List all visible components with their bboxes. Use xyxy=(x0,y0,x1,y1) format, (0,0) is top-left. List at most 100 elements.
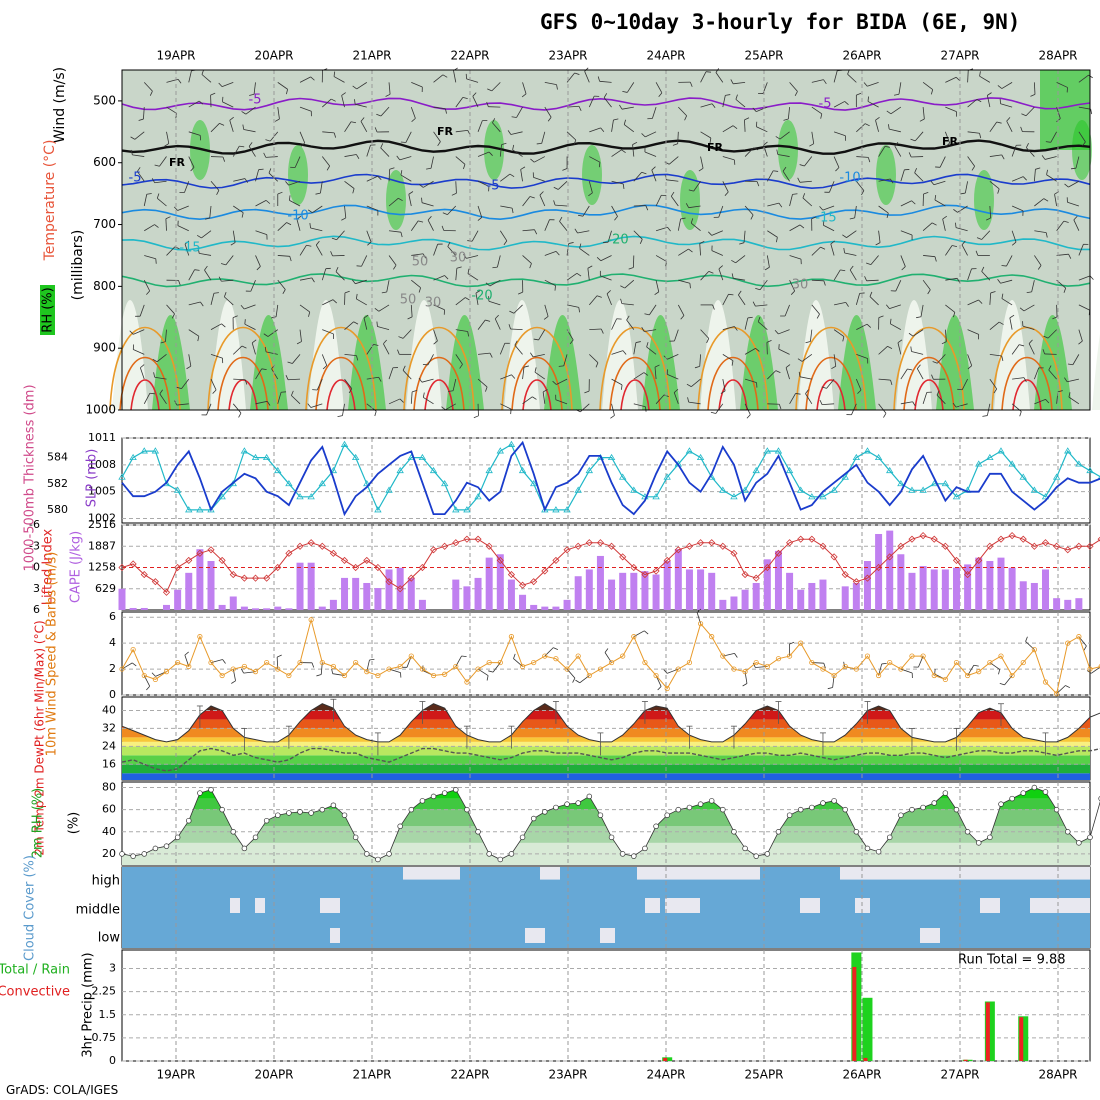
wind-barb-staff xyxy=(288,378,301,381)
wind-barb xyxy=(738,290,746,306)
wind-barb-flag xyxy=(562,168,568,171)
li-tick-label: -3 xyxy=(29,539,40,552)
wind-barb-flag xyxy=(673,388,679,393)
wind-barb-flag xyxy=(956,278,961,283)
wind-barb xyxy=(700,71,712,83)
wind-speed-point xyxy=(486,659,492,666)
thickness-point xyxy=(151,447,160,454)
wind-barb xyxy=(711,245,723,256)
wind-barb xyxy=(330,251,345,257)
wind-barb-staff xyxy=(667,374,679,380)
wind-barb xyxy=(666,369,679,380)
wind-barb-staff xyxy=(688,401,701,405)
wind-speed-point xyxy=(786,653,793,659)
lifted-index-point xyxy=(140,571,148,579)
wind-barb-flag xyxy=(351,279,356,284)
wind-barb-staff xyxy=(923,255,936,258)
wind-barb-staff xyxy=(1068,180,1080,188)
wind-barb-flag xyxy=(689,283,691,289)
wind-barb xyxy=(144,224,159,232)
wind-barb xyxy=(419,180,434,188)
wind-barb xyxy=(811,106,823,119)
pressure-tick-label: 1000 xyxy=(85,403,116,417)
wind-barb-flag xyxy=(734,653,738,658)
lifted-index-point xyxy=(574,542,582,550)
wind-barb-flag xyxy=(952,402,957,408)
wind-barb-staff xyxy=(826,378,835,389)
wind-barb-flag xyxy=(819,399,823,405)
wind-barb xyxy=(744,378,758,388)
wind-barb-staff xyxy=(159,156,167,167)
thickness-point xyxy=(218,493,226,500)
cape-bar xyxy=(630,572,638,610)
wind-barb-flag xyxy=(244,178,249,183)
wind-barb-flag xyxy=(244,379,248,385)
wind-barb-flag xyxy=(176,386,182,390)
wind-barb-staff xyxy=(833,354,837,367)
wind-speed-point xyxy=(920,653,926,659)
lifted-index-point xyxy=(463,535,471,543)
wind-barb-staff xyxy=(833,329,845,337)
wind-barb xyxy=(641,131,657,138)
wind-speed-point xyxy=(675,666,681,672)
wind-barb-flag xyxy=(265,200,271,204)
wind-barb-flag xyxy=(1009,314,1015,319)
cloud-gap xyxy=(980,898,1000,913)
wind-speed-point xyxy=(965,672,971,679)
lifted-index-point xyxy=(1019,535,1027,543)
date-label-bottom: 23APR xyxy=(548,1068,587,1082)
wind-barb-flag xyxy=(485,386,488,392)
wind-speed-point xyxy=(241,663,247,670)
wind-barb xyxy=(566,272,582,281)
wind-barb-flag xyxy=(844,101,849,106)
wind-barb-flag xyxy=(752,301,756,307)
wind-barb-flag xyxy=(595,362,599,368)
wind-barb-flag xyxy=(657,686,662,691)
wind-speed-point xyxy=(208,659,214,666)
wind-speed-point xyxy=(686,659,693,666)
thickness-point xyxy=(207,506,215,513)
wind-barb-staff xyxy=(233,205,244,214)
wind-speed-point xyxy=(531,659,537,666)
wind-barb-staff xyxy=(900,169,905,182)
wind-barb-staff xyxy=(544,219,550,231)
wind-barb xyxy=(744,205,754,220)
wind-barb-flag xyxy=(587,265,593,269)
rh-point xyxy=(975,840,982,846)
wind-barb xyxy=(1070,156,1080,170)
wind-speed-point xyxy=(375,672,381,679)
wind-barb-staff xyxy=(735,255,746,264)
cloud-gap xyxy=(403,867,460,880)
thickness-point xyxy=(429,466,438,474)
cape-bar xyxy=(463,586,471,610)
wind-barb xyxy=(888,124,901,133)
wind-barb xyxy=(230,230,236,246)
thickness-point xyxy=(541,506,549,513)
wind-barb-staff xyxy=(678,106,687,117)
wind-barb xyxy=(463,254,479,259)
cape-bar xyxy=(997,557,1005,610)
wind-barb-staff xyxy=(759,279,768,291)
wind-barb xyxy=(687,397,701,405)
wind-barb-flag xyxy=(827,687,833,690)
rh-point xyxy=(1064,829,1071,835)
wind-barb-flag xyxy=(248,142,253,147)
wind-barb-flag xyxy=(1082,141,1086,147)
wind-barb xyxy=(532,172,545,182)
thickness-point xyxy=(385,486,393,493)
wind-barb-flag xyxy=(159,389,163,395)
rh-point xyxy=(931,800,937,806)
wind-barb-flag xyxy=(908,152,912,158)
wind-barb-staff xyxy=(1078,244,1084,256)
wind-barb xyxy=(688,181,701,192)
wind-barb-staff xyxy=(1006,255,1013,267)
wind-barb xyxy=(411,253,426,259)
wind-barb xyxy=(989,321,1004,330)
wind-barb xyxy=(1001,293,1013,306)
wind-barb-flag xyxy=(869,291,873,297)
wind-barb-flag xyxy=(389,167,395,170)
wind-barb xyxy=(710,403,724,414)
rh-point xyxy=(764,851,771,857)
cape-tick-label: 1887 xyxy=(88,539,116,552)
